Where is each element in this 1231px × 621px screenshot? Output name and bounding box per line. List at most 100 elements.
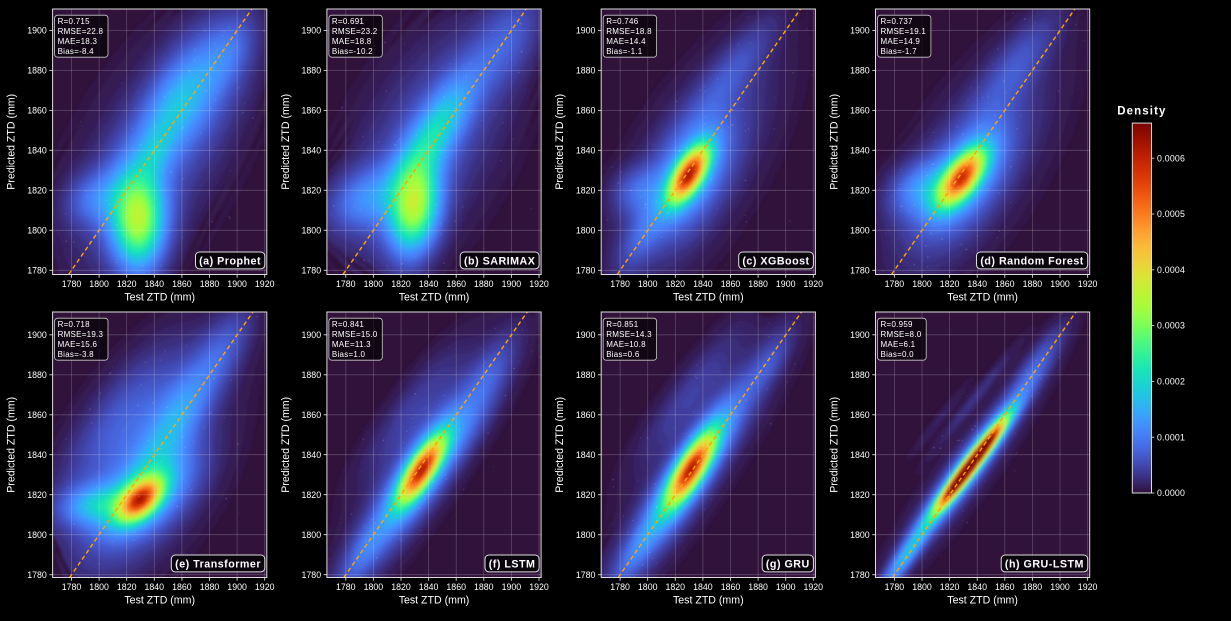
svg-text:1860: 1860 xyxy=(576,106,596,116)
svg-text:Predicted ZTD (mm): Predicted ZTD (mm) xyxy=(554,94,566,190)
svg-text:1840: 1840 xyxy=(693,582,713,592)
svg-text:1880: 1880 xyxy=(576,370,596,380)
svg-text:1900: 1900 xyxy=(302,26,322,36)
svg-text:1800: 1800 xyxy=(638,279,658,289)
svg-text:1780: 1780 xyxy=(610,582,630,592)
svg-text:1820: 1820 xyxy=(27,490,47,500)
svg-text:1860: 1860 xyxy=(27,410,47,420)
svg-text:1900: 1900 xyxy=(27,26,47,36)
svg-text:1840: 1840 xyxy=(419,279,439,289)
svg-text:0.0004: 0.0004 xyxy=(1157,265,1185,275)
svg-text:1840: 1840 xyxy=(27,145,47,155)
svg-text:1820: 1820 xyxy=(391,582,411,592)
svg-text:1840: 1840 xyxy=(145,582,165,592)
svg-text:1820: 1820 xyxy=(576,490,596,500)
svg-text:1920: 1920 xyxy=(255,582,275,592)
svg-text:1820: 1820 xyxy=(850,490,870,500)
svg-text:Test ZTD (mm): Test ZTD (mm) xyxy=(124,292,195,304)
svg-text:1860: 1860 xyxy=(576,410,596,420)
svg-text:1840: 1840 xyxy=(576,450,596,460)
svg-text:1880: 1880 xyxy=(302,370,322,380)
svg-text:Bias=-1.7: Bias=-1.7 xyxy=(881,47,918,56)
svg-text:1820: 1820 xyxy=(666,582,686,592)
svg-text:1900: 1900 xyxy=(1050,279,1070,289)
svg-text:1780: 1780 xyxy=(62,582,82,592)
svg-text:MAE=18.3: MAE=18.3 xyxy=(58,37,98,46)
svg-text:1800: 1800 xyxy=(27,530,47,540)
svg-text:1920: 1920 xyxy=(529,279,549,289)
svg-text:1920: 1920 xyxy=(255,279,275,289)
svg-text:RMSE=18.8: RMSE=18.8 xyxy=(606,27,652,36)
svg-text:1780: 1780 xyxy=(610,279,630,289)
svg-text:1900: 1900 xyxy=(850,330,870,340)
svg-text:1900: 1900 xyxy=(776,582,796,592)
svg-text:1900: 1900 xyxy=(850,26,870,36)
svg-text:1880: 1880 xyxy=(474,582,494,592)
svg-text:1860: 1860 xyxy=(27,106,47,116)
svg-text:1880: 1880 xyxy=(748,279,768,289)
svg-text:(g) GRU: (g) GRU xyxy=(766,558,810,570)
svg-text:1900: 1900 xyxy=(502,279,522,289)
svg-text:1840: 1840 xyxy=(850,145,870,155)
svg-text:(h) GRU-LSTM: (h) GRU-LSTM xyxy=(1005,558,1084,570)
svg-text:R=0.746: R=0.746 xyxy=(606,17,639,26)
svg-text:1780: 1780 xyxy=(336,582,356,592)
svg-text:Test ZTD (mm): Test ZTD (mm) xyxy=(673,595,744,607)
svg-text:1900: 1900 xyxy=(576,26,596,36)
svg-text:Predicted ZTD (mm): Predicted ZTD (mm) xyxy=(6,397,18,493)
svg-text:1880: 1880 xyxy=(474,279,494,289)
svg-text:RMSE=22.8: RMSE=22.8 xyxy=(58,27,104,36)
svg-text:R=0.841: R=0.841 xyxy=(332,320,365,329)
svg-text:0.0006: 0.0006 xyxy=(1157,153,1185,163)
svg-text:Test ZTD (mm): Test ZTD (mm) xyxy=(947,595,1018,607)
svg-text:Predicted ZTD (mm): Predicted ZTD (mm) xyxy=(6,94,18,190)
svg-text:1800: 1800 xyxy=(364,279,384,289)
svg-text:1780: 1780 xyxy=(885,279,905,289)
svg-text:1840: 1840 xyxy=(302,450,322,460)
svg-text:Bias=0.6: Bias=0.6 xyxy=(606,350,640,359)
svg-text:1880: 1880 xyxy=(850,66,870,76)
svg-text:R=0.959: R=0.959 xyxy=(881,320,914,329)
svg-text:1880: 1880 xyxy=(850,370,870,380)
svg-text:1820: 1820 xyxy=(940,279,960,289)
svg-text:Bias=-8.4: Bias=-8.4 xyxy=(58,47,95,56)
svg-text:1880: 1880 xyxy=(1023,582,1043,592)
svg-text:0.0002: 0.0002 xyxy=(1157,377,1185,387)
svg-text:R=0.691: R=0.691 xyxy=(332,17,365,26)
svg-text:(a) Prophet: (a) Prophet xyxy=(199,255,261,267)
svg-text:Bias=0.0: Bias=0.0 xyxy=(881,350,915,359)
svg-text:1900: 1900 xyxy=(27,330,47,340)
svg-text:1840: 1840 xyxy=(576,145,596,155)
svg-text:(b) SARIMAX: (b) SARIMAX xyxy=(464,255,536,267)
svg-text:1800: 1800 xyxy=(27,225,47,235)
svg-text:Density: Density xyxy=(1117,106,1166,118)
svg-text:(e) Transformer: (e) Transformer xyxy=(175,558,261,570)
svg-text:1920: 1920 xyxy=(804,582,824,592)
svg-text:1920: 1920 xyxy=(1078,279,1098,289)
svg-text:R=0.715: R=0.715 xyxy=(58,17,91,26)
svg-text:1860: 1860 xyxy=(995,582,1015,592)
svg-text:1820: 1820 xyxy=(391,279,411,289)
svg-text:1860: 1860 xyxy=(446,582,466,592)
svg-text:1880: 1880 xyxy=(200,279,220,289)
svg-text:Test ZTD (mm): Test ZTD (mm) xyxy=(399,595,470,607)
svg-text:1860: 1860 xyxy=(721,582,741,592)
svg-text:1920: 1920 xyxy=(804,279,824,289)
svg-text:1840: 1840 xyxy=(27,450,47,460)
svg-text:(c) XGBoost: (c) XGBoost xyxy=(742,255,809,267)
svg-text:1780: 1780 xyxy=(576,570,596,580)
svg-text:0.0001: 0.0001 xyxy=(1157,432,1185,442)
svg-text:1800: 1800 xyxy=(89,582,109,592)
svg-text:1880: 1880 xyxy=(576,66,596,76)
svg-text:MAE=11.3: MAE=11.3 xyxy=(332,340,371,349)
svg-text:MAE=18.8: MAE=18.8 xyxy=(332,37,372,46)
svg-text:1820: 1820 xyxy=(27,185,47,195)
svg-text:Bias=-1.1: Bias=-1.1 xyxy=(606,47,643,56)
svg-text:1780: 1780 xyxy=(885,582,905,592)
svg-text:1860: 1860 xyxy=(850,106,870,116)
svg-text:1820: 1820 xyxy=(302,490,322,500)
svg-text:1880: 1880 xyxy=(748,582,768,592)
svg-text:1800: 1800 xyxy=(302,225,322,235)
svg-text:Test ZTD (mm): Test ZTD (mm) xyxy=(399,292,470,304)
svg-text:1860: 1860 xyxy=(172,279,192,289)
